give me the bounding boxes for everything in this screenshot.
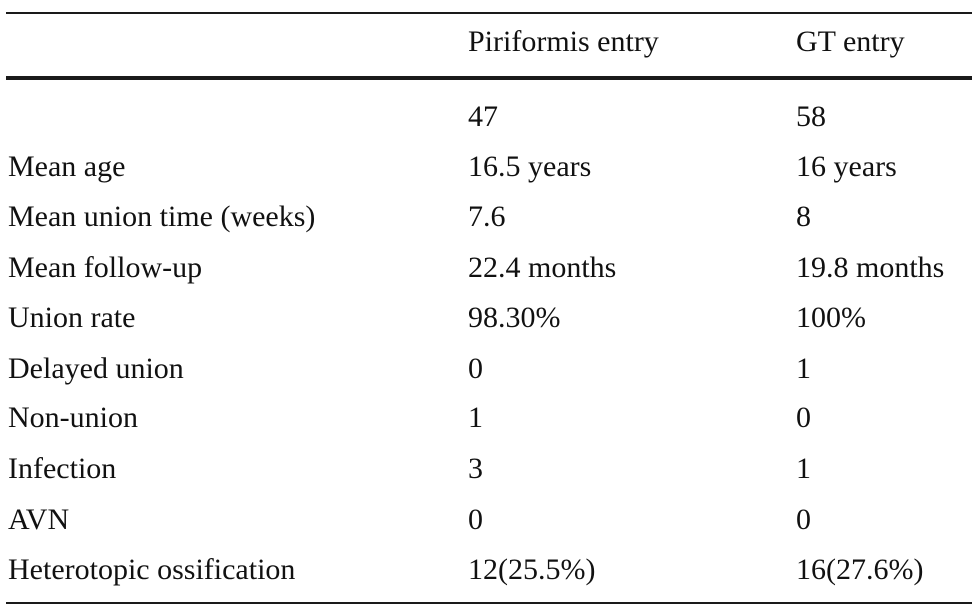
- cell-mean-union-time-gt: 8: [796, 200, 811, 233]
- cell-avn-piriformis: 0: [468, 503, 483, 536]
- row-label-heterotopic-ossification: Heterotopic ossification: [8, 553, 296, 586]
- cell-r0-piriformis: 47: [468, 100, 498, 133]
- cell-mean-age-gt: 16 years: [796, 150, 897, 183]
- cell-infection-gt: 1: [796, 452, 811, 485]
- cell-avn-gt: 0: [796, 503, 811, 536]
- cell-union-rate-gt: 100%: [796, 301, 866, 334]
- row-label-non-union: Non-union: [8, 401, 138, 434]
- table-bottom-rule: [6, 602, 972, 604]
- cell-mean-follow-up-piriformis: 22.4 months: [468, 251, 617, 284]
- row-label-delayed-union: Delayed union: [8, 352, 184, 385]
- table-top-rule: [6, 12, 972, 14]
- cell-non-union-gt: 0: [796, 401, 811, 434]
- cell-mean-union-time-piriformis: 7.6: [468, 200, 506, 233]
- table-header-rule: [6, 76, 972, 80]
- cell-heterotopic-ossification-gt: 16(27.6%): [796, 553, 924, 586]
- cell-mean-follow-up-gt: 19.8 months: [796, 251, 945, 284]
- row-label-mean-union-time: Mean union time (weeks): [8, 200, 316, 233]
- cell-union-rate-piriformis: 98.30%: [468, 301, 561, 334]
- cell-infection-piriformis: 3: [468, 452, 483, 485]
- row-label-mean-age: Mean age: [8, 150, 126, 183]
- cell-non-union-piriformis: 1: [468, 401, 483, 434]
- header-piriformis-entry: Piriformis entry: [468, 25, 659, 58]
- header-gt-entry: GT entry: [796, 25, 905, 58]
- cell-mean-age-piriformis: 16.5 years: [468, 150, 592, 183]
- row-label-avn: AVN: [8, 503, 70, 536]
- cell-r0-gt: 58: [796, 100, 826, 133]
- cell-delayed-union-piriformis: 0: [468, 352, 483, 385]
- cell-delayed-union-gt: 1: [796, 352, 811, 385]
- cell-heterotopic-ossification-piriformis: 12(25.5%): [468, 553, 596, 586]
- row-label-mean-follow-up: Mean follow-up: [8, 251, 203, 284]
- row-label-union-rate: Union rate: [8, 301, 136, 334]
- row-label-infection: Infection: [8, 452, 117, 485]
